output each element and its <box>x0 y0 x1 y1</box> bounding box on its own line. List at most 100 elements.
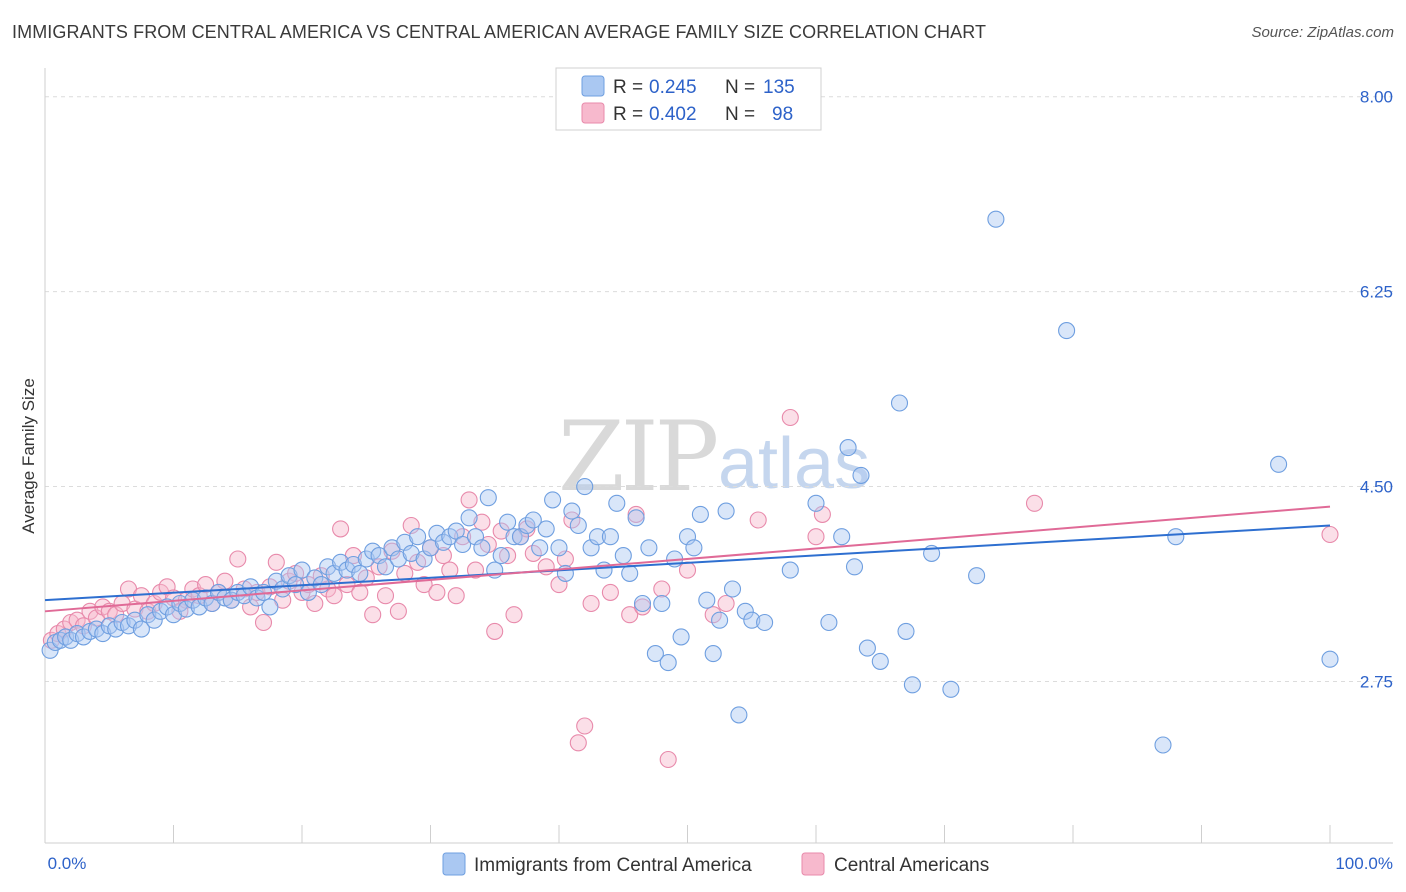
data-point <box>460 509 478 527</box>
legend-swatch-blue <box>581 75 605 97</box>
data-point <box>685 539 703 557</box>
data-point <box>145 611 163 629</box>
data-point <box>434 547 452 565</box>
data-point <box>389 550 407 568</box>
y-tick-labels: 2.75 4.50 6.25 8.00 <box>1360 88 1393 692</box>
x-tick-label: 100.0% <box>1335 854 1393 873</box>
data-point <box>293 561 311 579</box>
data-point <box>544 491 562 509</box>
data-point <box>524 511 542 529</box>
legend-n-label: N = <box>725 77 755 98</box>
data-point <box>987 210 1005 228</box>
legend-n-label: N = <box>725 104 755 125</box>
data-point <box>608 494 626 512</box>
data-point <box>177 600 195 618</box>
data-point <box>376 558 395 576</box>
data-point <box>486 622 504 640</box>
data-point <box>267 553 285 571</box>
data-point <box>81 622 99 640</box>
data-point <box>126 611 144 629</box>
data-point <box>845 558 864 576</box>
y-tick-label: 8.00 <box>1360 88 1393 107</box>
data-point <box>1167 528 1185 546</box>
data-point <box>569 734 587 752</box>
data-point <box>325 587 343 605</box>
legend-swatch-pink <box>581 102 605 124</box>
data-point <box>280 567 298 585</box>
data-point <box>621 564 639 582</box>
data-point <box>351 564 369 582</box>
data-point <box>601 583 619 601</box>
legend-r-value: 0.245 <box>649 77 697 98</box>
data-point <box>261 598 279 616</box>
data-point <box>942 680 960 698</box>
data-point <box>890 394 909 412</box>
data-point <box>852 466 870 484</box>
data-point <box>781 561 799 579</box>
y-tick-label: 6.25 <box>1360 283 1393 302</box>
legend-r-value: 0.402 <box>649 104 697 125</box>
y-axis-title: Average Family Size <box>19 378 38 534</box>
data-point <box>627 509 645 527</box>
data-point <box>351 583 369 601</box>
legend-n-value: 135 <box>763 77 795 98</box>
data-point <box>640 539 658 557</box>
data-point <box>499 513 517 531</box>
data-point <box>107 620 125 638</box>
data-point <box>743 611 761 629</box>
data-point <box>505 606 523 624</box>
data-point <box>338 576 356 594</box>
data-point <box>717 502 735 520</box>
data-point <box>897 622 915 640</box>
watermark-atlas: atlas <box>718 424 870 504</box>
watermark: ZIP atlas <box>558 401 870 513</box>
data-point <box>756 613 774 632</box>
data-point <box>1154 736 1172 754</box>
data-point <box>537 520 555 538</box>
data-point <box>820 613 838 632</box>
data-point <box>704 645 722 663</box>
bottom-legend-label-immigrants: Immigrants from Central America <box>474 855 752 876</box>
data-point <box>537 558 555 576</box>
data-point <box>1025 494 1044 512</box>
legend-row-pink: R = 0.402 N = 98 <box>581 102 793 125</box>
data-point <box>569 516 587 535</box>
data-point <box>460 491 478 509</box>
data-point <box>389 602 407 620</box>
chart-title: IMMIGRANTS FROM CENTRAL AMERICA VS CENTR… <box>12 22 987 42</box>
data-point <box>492 522 510 540</box>
data-point <box>454 535 472 554</box>
data-point <box>376 587 395 605</box>
gridlines <box>45 96 1393 682</box>
data-point <box>473 513 491 531</box>
y-tick-label: 4.50 <box>1360 478 1393 497</box>
data-point <box>254 613 273 632</box>
data-point <box>781 408 799 427</box>
data-point <box>499 547 517 565</box>
trend-line-central-americans <box>44 505 1331 613</box>
data-point <box>492 547 510 565</box>
axes <box>44 68 1393 844</box>
data-point <box>730 706 748 724</box>
data-point <box>582 594 600 613</box>
legend-r-label: R = <box>613 104 643 125</box>
data-point <box>1321 525 1339 544</box>
data-point <box>621 606 639 624</box>
data-point <box>678 561 697 579</box>
data-point <box>402 544 420 562</box>
trend-lines <box>44 505 1331 613</box>
data-point <box>691 505 709 523</box>
data-point <box>646 645 664 663</box>
source-label: Source: ZipAtlas.com <box>1251 24 1394 41</box>
data-point <box>409 528 427 546</box>
data-point <box>614 547 632 565</box>
data-point <box>711 611 729 629</box>
data-point <box>229 550 247 568</box>
data-point <box>653 594 671 613</box>
data-point <box>473 539 491 557</box>
data-point <box>421 539 440 557</box>
legend: R = 0.245 N = 135 R = 0.402 N = 98 <box>555 67 822 131</box>
data-point <box>653 580 671 598</box>
data-point <box>633 594 652 613</box>
data-point <box>132 620 150 638</box>
